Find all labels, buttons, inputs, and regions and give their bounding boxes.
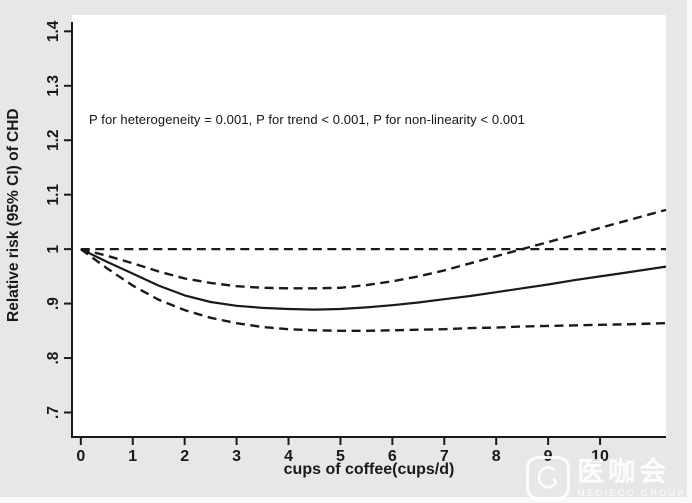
x-tick-label: 10 (591, 448, 609, 465)
watermark-name: 医咖会 (577, 456, 671, 487)
y-tick-label: .8 (45, 351, 62, 364)
y-tick-label: .9 (45, 297, 62, 310)
p-value-annotation: P for heterogeneity = 0.001, P for trend… (89, 112, 525, 127)
x-tick-label: 0 (76, 448, 85, 465)
medieco-logo-icon (526, 456, 571, 500)
x-tick-label: 1 (128, 448, 137, 465)
x-axis-title: cups of coffee(cups/d) (283, 461, 455, 478)
series-upper-95-ci (80, 208, 667, 290)
x-tick-label: 6 (388, 448, 397, 465)
x-tick-label: 3 (232, 448, 241, 465)
y-tick-label: .7 (45, 406, 62, 419)
series-relative-risk (80, 248, 667, 311)
x-tick-label: 8 (492, 448, 501, 465)
x-tick-label: 5 (336, 448, 345, 465)
y-tick-label: 1.3 (45, 75, 62, 97)
y-tick-label: 1 (45, 244, 62, 253)
y-axis-title: Relative risk (95% CI) of CHD (5, 108, 22, 322)
y-tick-label: 1.4 (45, 20, 62, 42)
logo-glyph-icon (538, 466, 558, 489)
x-tick-label: 2 (180, 448, 189, 465)
right-edge-strip (687, 0, 692, 503)
x-tick-label: 7 (440, 448, 449, 465)
series-lower-95-ci (80, 248, 667, 332)
watermark-subtitle: MEDIECO GROUP (577, 488, 686, 499)
plot-area (72, 15, 666, 437)
y-tick-label: 1.2 (45, 129, 62, 151)
y-tick-label: 1.1 (45, 184, 62, 206)
bottom-edge-strip (0, 497, 692, 503)
x-tick-label: 4 (284, 448, 293, 465)
watermark: 医咖会 MEDIECO GROUP (526, 456, 686, 500)
watermark-text: 医咖会 MEDIECO GROUP (577, 456, 686, 499)
